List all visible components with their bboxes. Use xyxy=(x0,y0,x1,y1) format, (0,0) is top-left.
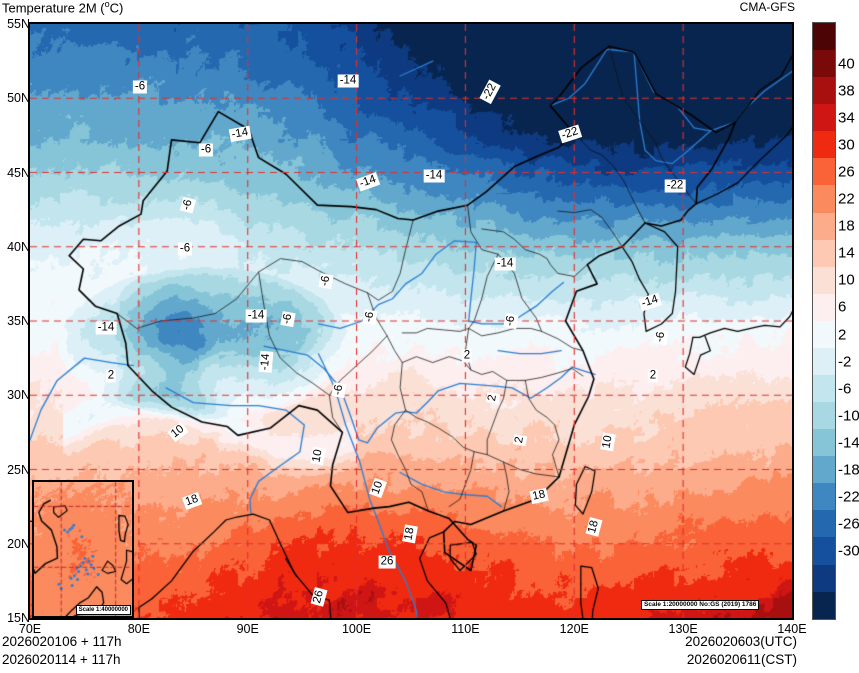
colorbar-band-8 xyxy=(813,239,835,267)
colorbar-band-7 xyxy=(813,212,835,240)
contour-label: -6 xyxy=(362,308,378,326)
contour-label: -6 xyxy=(280,310,296,328)
colorbar-band-21 xyxy=(813,591,835,619)
colorbar-tick-2: 2 xyxy=(838,326,847,344)
temperature-field-canvas xyxy=(30,24,792,618)
degree-symbol: o xyxy=(104,0,110,9)
lon-tick-70E: 70E xyxy=(18,622,42,636)
inset-field-canvas xyxy=(34,482,132,616)
lat-tick-25N: 25N xyxy=(7,462,30,477)
inset-scale-label: Scale 1:40000000 xyxy=(75,605,131,615)
colorbar-tick--30: -30 xyxy=(838,542,859,560)
init-time-utc-label: 2026020106 + 117h xyxy=(2,634,122,649)
lat-tick-55N: 55N xyxy=(7,17,30,31)
contour-label: 2 xyxy=(647,369,659,383)
contour-label: -6 xyxy=(653,328,669,346)
lat-tick-40N: 40N xyxy=(7,239,30,254)
colorbar-tick-40: 40 xyxy=(838,55,855,73)
colorbar-band-4 xyxy=(813,131,835,159)
colorbar-band-0 xyxy=(813,23,835,51)
contour-label: 26 xyxy=(378,555,396,569)
colorbar-band-6 xyxy=(813,185,835,213)
colorbar-band-19 xyxy=(813,537,835,565)
lon-tick-80E: 80E xyxy=(127,622,150,636)
map-frame[interactable]: -6 -14 -22 -22 -14 -6 -14 -14 -22 -6 -6 -14 -6 -14 -14… xyxy=(28,22,794,620)
colorbar-tick-34: 34 xyxy=(838,109,855,127)
colorbar-band-13 xyxy=(813,375,835,403)
contour-label: -14 xyxy=(258,351,274,373)
page-title-unit: C) xyxy=(109,0,124,16)
contour-label: -14 xyxy=(95,321,117,335)
contour-label: 2 xyxy=(461,349,473,363)
colorbar-band-1 xyxy=(813,50,835,78)
lon-tick-100E: 100E xyxy=(341,622,372,636)
colorbar-tick--22: -22 xyxy=(838,488,859,506)
colorbar-band-12 xyxy=(813,347,835,376)
valid-time-cst-label: 2026020611(CST) xyxy=(686,652,797,667)
lat-tick-35N: 35N xyxy=(7,314,30,328)
lat-tick-45N: 45N xyxy=(7,165,30,180)
colorbar-tick-labels: 40 38 34 30 26 22 18 14 10 6 2 -2 -6 -10 -14 -18 -22 -26 -… xyxy=(838,22,859,620)
colorbar-tick-38: 38 xyxy=(838,82,855,100)
valid-time-utc-label: 2026020603(UTC) xyxy=(685,634,797,649)
contour-label: -14 xyxy=(337,74,359,88)
colorbar-band-14 xyxy=(813,402,835,430)
colorbar-band-9 xyxy=(813,266,835,294)
lat-tick-50N: 50N xyxy=(7,91,30,106)
lon-tick-120E: 120E xyxy=(559,622,589,636)
map-scale-label: Scale 1:20000000 No:GS (2019) 1786 xyxy=(641,600,760,610)
contour-label: -14 xyxy=(423,169,445,183)
colorbar-tick-22: 22 xyxy=(838,190,855,208)
lon-tick-130E: 130E xyxy=(668,622,698,636)
model-label: CMA-GFS xyxy=(739,0,795,14)
lat-tick-15N: 15N xyxy=(7,611,30,625)
page-title-text: Temperature 2M ( xyxy=(2,0,105,16)
colorbar-band-5 xyxy=(813,158,835,186)
colorbar-tick--6: -6 xyxy=(838,380,852,398)
contour-label: -6 xyxy=(132,80,148,94)
colorbar-band-11 xyxy=(813,320,835,348)
colorbar-tick-14: 14 xyxy=(838,244,855,262)
colorbar-band-20 xyxy=(813,564,835,592)
colorbar-tick--14: -14 xyxy=(838,434,859,452)
contour-label: -22 xyxy=(664,179,686,193)
init-time-cst-label: 2026020114 + 117h xyxy=(2,652,121,667)
colorbar-band-3 xyxy=(813,104,835,132)
contour-label: -14 xyxy=(245,309,267,323)
contour-label: -14 xyxy=(494,257,516,271)
colorbar-band-16 xyxy=(813,456,835,484)
page-title: Temperature 2M (oC) xyxy=(2,0,123,15)
contour-label: -6 xyxy=(177,242,193,256)
colorbar-band-2 xyxy=(813,77,835,105)
lon-tick-110E: 110E xyxy=(451,622,480,636)
colorbar-tick--26: -26 xyxy=(838,515,859,533)
contour-label: -6 xyxy=(198,143,214,157)
colorbar-band-10 xyxy=(813,293,835,321)
lat-tick-30N: 30N xyxy=(7,388,30,403)
colorbar-band-15 xyxy=(813,429,835,457)
colorbar-tick--2: -2 xyxy=(838,353,852,371)
lon-tick-140E: 140E xyxy=(777,622,807,636)
contour-label: -6 xyxy=(503,312,519,330)
contour-label: -6 xyxy=(318,272,334,290)
colorbar-band-17 xyxy=(813,483,835,511)
contour-label: -6 xyxy=(331,381,347,399)
lat-tick-20N: 20N xyxy=(7,536,30,551)
colorbar-tick-10: 10 xyxy=(838,271,855,289)
south-china-sea-inset-map[interactable]: Scale 1:40000000 xyxy=(32,480,134,618)
colorbar-tick-6: 6 xyxy=(838,298,847,316)
contour-label: 2 xyxy=(105,369,117,383)
colorbar xyxy=(812,22,836,620)
colorbar-tick--10: -10 xyxy=(838,407,859,425)
colorbar-tick-26: 26 xyxy=(838,163,855,181)
colorbar-band-18 xyxy=(813,510,835,538)
lon-tick-90E: 90E xyxy=(236,622,259,636)
colorbar-tick-30: 30 xyxy=(838,136,855,154)
contour-label: 2 xyxy=(485,391,501,405)
colorbar-tick-18: 18 xyxy=(838,217,855,235)
colorbar-tick--18: -18 xyxy=(838,461,859,479)
contour-label: 2 xyxy=(512,433,528,447)
